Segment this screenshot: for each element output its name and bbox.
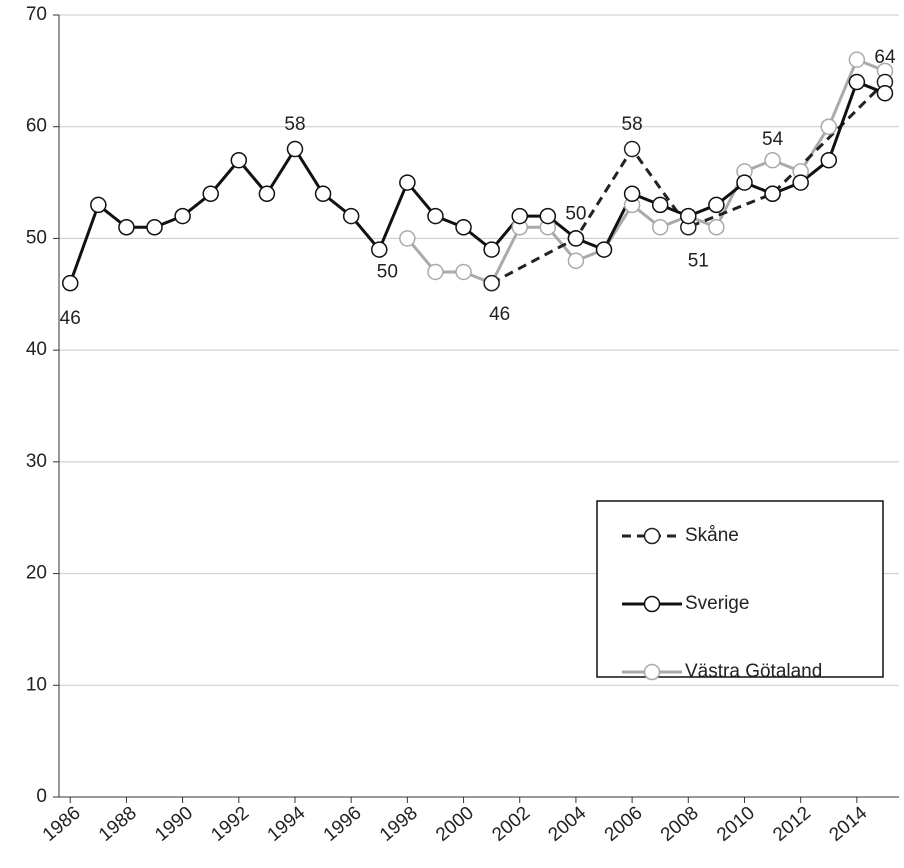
- legend-box: [596, 500, 884, 678]
- marker: [736, 174, 753, 191]
- data-label: 54: [762, 129, 784, 150]
- data-label: 46: [60, 308, 81, 329]
- x-tick-label: 1990: [151, 803, 197, 846]
- series-line: [68, 80, 886, 284]
- y-tick-label: 70: [26, 4, 47, 25]
- legend-marker: [643, 663, 661, 681]
- marker: [848, 73, 866, 91]
- y-tick-label: 10: [26, 674, 47, 695]
- marker: [118, 219, 135, 236]
- data-label: 58: [622, 114, 643, 135]
- marker: [455, 219, 472, 236]
- x-tick-label: 2002: [488, 803, 534, 846]
- marker: [848, 51, 866, 68]
- marker: [286, 140, 304, 158]
- y-tick-label: 60: [26, 116, 47, 137]
- marker: [146, 219, 163, 236]
- legend-marker: [643, 527, 661, 545]
- legend-label: Sverige: [685, 593, 749, 614]
- x-tick-label: 1988: [95, 803, 141, 846]
- x-tick-label: 2006: [601, 803, 647, 846]
- x-tick-label: 2012: [769, 803, 815, 846]
- marker: [651, 196, 669, 214]
- marker: [820, 118, 838, 135]
- marker: [342, 207, 360, 225]
- marker: [708, 219, 725, 236]
- x-tick-label: 1998: [376, 803, 422, 846]
- x-tick-label: 2000: [432, 803, 478, 846]
- marker: [623, 140, 641, 158]
- x-tick-label: 1986: [39, 803, 85, 846]
- marker: [427, 207, 444, 225]
- marker: [258, 185, 276, 202]
- y-tick-label: 20: [26, 563, 47, 584]
- data-label: 50: [565, 203, 586, 224]
- y-tick-label: 0: [36, 786, 47, 807]
- x-tick-label: 2008: [657, 803, 703, 846]
- marker: [399, 174, 416, 191]
- marker: [202, 185, 219, 202]
- marker: [567, 252, 585, 270]
- marker: [820, 151, 838, 169]
- data-label: 58: [284, 114, 305, 135]
- marker: [174, 207, 191, 225]
- marker: [483, 274, 500, 292]
- x-tick-label: 2010: [713, 803, 759, 846]
- y-tick-label: 50: [26, 227, 47, 248]
- legend-label: Västra Götaland: [685, 661, 822, 682]
- marker: [764, 151, 781, 169]
- marker: [230, 151, 248, 169]
- marker: [399, 230, 416, 247]
- x-tick-label: 2014: [825, 802, 871, 846]
- marker: [539, 207, 557, 225]
- marker: [455, 263, 472, 281]
- marker: [567, 230, 585, 247]
- x-tick-label: 1996: [320, 803, 366, 846]
- marker: [623, 185, 641, 202]
- x-tick-label: 1992: [207, 803, 253, 846]
- data-label: 64: [874, 47, 896, 68]
- data-label: 51: [688, 250, 709, 271]
- marker: [708, 196, 725, 214]
- data-label: 50: [377, 261, 398, 282]
- legend-label: Skåne: [685, 525, 739, 546]
- marker: [651, 219, 669, 236]
- y-tick-label: 30: [26, 451, 47, 472]
- marker: [371, 241, 388, 258]
- marker: [61, 274, 79, 292]
- data-label: 46: [489, 304, 510, 325]
- marker: [90, 196, 107, 214]
- marker: [876, 84, 894, 102]
- marker: [595, 241, 613, 258]
- x-tick-label: 2004: [544, 802, 590, 846]
- y-tick-label: 40: [26, 339, 47, 360]
- marker: [427, 263, 444, 281]
- series-line: [490, 80, 887, 285]
- x-tick-label: 1994: [264, 802, 310, 846]
- marker: [483, 241, 500, 258]
- marker: [792, 174, 809, 191]
- marker: [764, 185, 781, 202]
- marker: [511, 207, 528, 225]
- marker: [314, 185, 332, 202]
- marker: [680, 207, 697, 225]
- legend-marker: [643, 595, 661, 613]
